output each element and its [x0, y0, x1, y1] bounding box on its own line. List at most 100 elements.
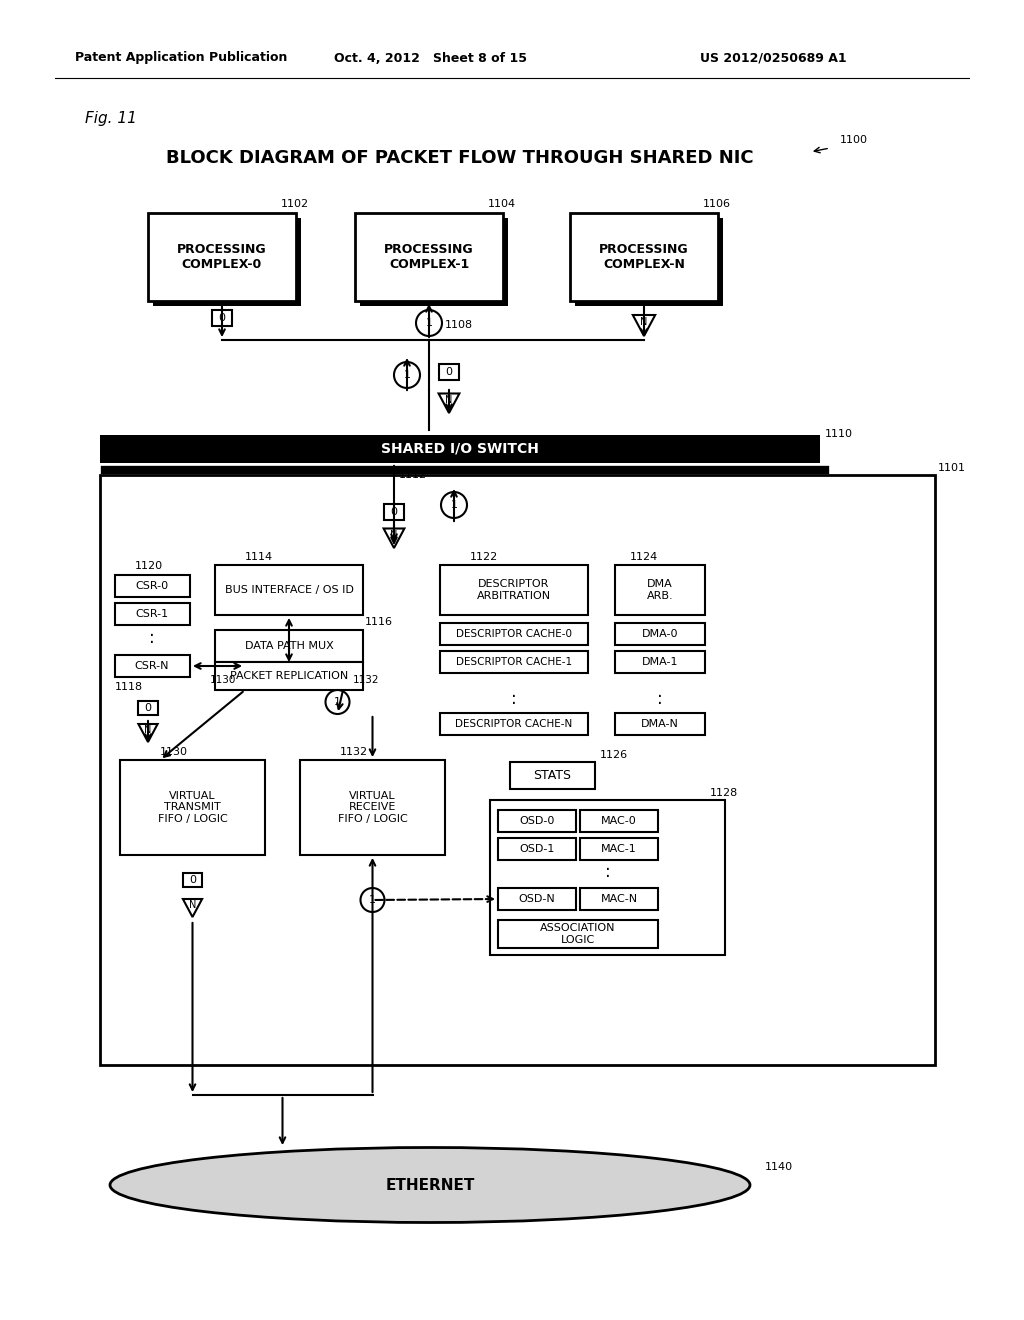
Text: DESCRIPTOR CACHE-1: DESCRIPTOR CACHE-1: [456, 657, 572, 667]
Text: :: :: [605, 863, 611, 880]
Text: BUS INTERFACE / OS ID: BUS INTERFACE / OS ID: [224, 585, 353, 595]
Text: N: N: [640, 317, 648, 327]
Text: 1: 1: [403, 370, 411, 380]
FancyBboxPatch shape: [300, 760, 445, 855]
Text: 0: 0: [445, 367, 453, 378]
Text: 1128: 1128: [710, 788, 738, 799]
Text: 1130: 1130: [160, 747, 188, 756]
FancyBboxPatch shape: [440, 713, 588, 735]
Text: Oct. 4, 2012   Sheet 8 of 15: Oct. 4, 2012 Sheet 8 of 15: [334, 51, 526, 65]
Text: :: :: [150, 630, 155, 647]
Text: MAC-N: MAC-N: [600, 894, 638, 904]
Text: 1101: 1101: [938, 463, 966, 473]
Text: Patent Application Publication: Patent Application Publication: [75, 51, 288, 65]
FancyBboxPatch shape: [498, 888, 575, 909]
Text: 0: 0: [390, 507, 397, 517]
Text: DMA
ARB.: DMA ARB.: [647, 579, 674, 601]
Text: 1118: 1118: [115, 682, 143, 692]
FancyBboxPatch shape: [575, 218, 723, 306]
FancyBboxPatch shape: [115, 576, 190, 597]
FancyBboxPatch shape: [138, 701, 158, 715]
Text: Fig. 11: Fig. 11: [85, 111, 137, 125]
Text: MAC-0: MAC-0: [601, 816, 637, 826]
Text: DESCRIPTOR
ARBITRATION: DESCRIPTOR ARBITRATION: [477, 579, 551, 601]
Text: N: N: [144, 725, 152, 735]
Text: 1: 1: [426, 318, 432, 327]
FancyBboxPatch shape: [148, 213, 296, 301]
Text: DATA PATH MUX: DATA PATH MUX: [245, 642, 334, 651]
FancyBboxPatch shape: [120, 760, 265, 855]
Text: 1114: 1114: [245, 552, 273, 562]
Text: 1122: 1122: [470, 552, 499, 562]
FancyBboxPatch shape: [440, 565, 588, 615]
Text: DESCRIPTOR CACHE-0: DESCRIPTOR CACHE-0: [456, 630, 572, 639]
Text: DMA-0: DMA-0: [642, 630, 678, 639]
Text: 1104: 1104: [488, 199, 516, 209]
Text: STATS: STATS: [534, 770, 571, 781]
Text: OSD-0: OSD-0: [519, 816, 555, 826]
FancyBboxPatch shape: [580, 888, 658, 909]
FancyBboxPatch shape: [498, 920, 658, 948]
Text: :: :: [657, 690, 663, 708]
Text: PACKET REPLICATION: PACKET REPLICATION: [229, 671, 348, 681]
Text: PROCESSING
COMPLEX-0: PROCESSING COMPLEX-0: [177, 243, 267, 271]
Text: 1: 1: [369, 895, 376, 906]
FancyBboxPatch shape: [498, 810, 575, 832]
Text: DMA-1: DMA-1: [642, 657, 678, 667]
FancyBboxPatch shape: [153, 218, 301, 306]
FancyBboxPatch shape: [215, 565, 362, 615]
Text: ETHERNET: ETHERNET: [385, 1177, 475, 1192]
Text: 1130: 1130: [210, 675, 237, 685]
Text: BLOCK DIAGRAM OF PACKET FLOW THROUGH SHARED NIC: BLOCK DIAGRAM OF PACKET FLOW THROUGH SHA…: [166, 149, 754, 168]
FancyBboxPatch shape: [490, 800, 725, 954]
FancyBboxPatch shape: [440, 623, 588, 645]
FancyBboxPatch shape: [510, 762, 595, 789]
Text: 1: 1: [334, 697, 341, 708]
FancyBboxPatch shape: [615, 651, 705, 673]
Text: N: N: [445, 395, 453, 405]
Text: N: N: [390, 531, 397, 540]
Text: 0: 0: [189, 875, 196, 884]
Text: 1120: 1120: [135, 561, 163, 572]
Text: 1110: 1110: [825, 429, 853, 440]
FancyBboxPatch shape: [215, 630, 362, 663]
Text: ASSOCIATION
LOGIC: ASSOCIATION LOGIC: [541, 923, 615, 945]
Text: DMA-N: DMA-N: [641, 719, 679, 729]
FancyBboxPatch shape: [215, 663, 362, 690]
Text: 1132: 1132: [340, 747, 368, 756]
FancyBboxPatch shape: [115, 655, 190, 677]
FancyBboxPatch shape: [100, 475, 935, 1065]
Text: 1106: 1106: [703, 199, 731, 209]
Text: 1112: 1112: [399, 470, 427, 480]
FancyBboxPatch shape: [438, 364, 460, 380]
Text: VIRTUAL
RECEIVE
FIFO / LOGIC: VIRTUAL RECEIVE FIFO / LOGIC: [338, 791, 408, 824]
Ellipse shape: [110, 1147, 750, 1222]
FancyBboxPatch shape: [355, 213, 503, 301]
FancyBboxPatch shape: [384, 504, 404, 520]
Text: CSR-N: CSR-N: [135, 661, 169, 671]
Text: SHARED I/O SWITCH: SHARED I/O SWITCH: [381, 442, 539, 455]
Text: 0: 0: [218, 313, 225, 323]
FancyBboxPatch shape: [498, 838, 575, 861]
FancyBboxPatch shape: [100, 436, 820, 463]
FancyBboxPatch shape: [570, 213, 718, 301]
FancyBboxPatch shape: [183, 873, 202, 887]
FancyBboxPatch shape: [615, 623, 705, 645]
Text: PROCESSING
COMPLEX-N: PROCESSING COMPLEX-N: [599, 243, 689, 271]
Text: 1: 1: [451, 500, 458, 510]
FancyBboxPatch shape: [580, 810, 658, 832]
FancyBboxPatch shape: [360, 218, 508, 306]
Text: 1126: 1126: [600, 750, 628, 760]
Text: :: :: [511, 690, 517, 708]
FancyBboxPatch shape: [615, 565, 705, 615]
Text: PROCESSING
COMPLEX-1: PROCESSING COMPLEX-1: [384, 243, 474, 271]
Text: OSD-N: OSD-N: [518, 894, 555, 904]
Text: 1132: 1132: [352, 675, 379, 685]
Text: OSD-1: OSD-1: [519, 843, 555, 854]
Text: 1108: 1108: [445, 319, 473, 330]
Text: DESCRIPTOR CACHE-N: DESCRIPTOR CACHE-N: [456, 719, 572, 729]
FancyBboxPatch shape: [440, 651, 588, 673]
FancyBboxPatch shape: [212, 310, 232, 326]
Text: N: N: [188, 900, 197, 909]
FancyBboxPatch shape: [580, 838, 658, 861]
